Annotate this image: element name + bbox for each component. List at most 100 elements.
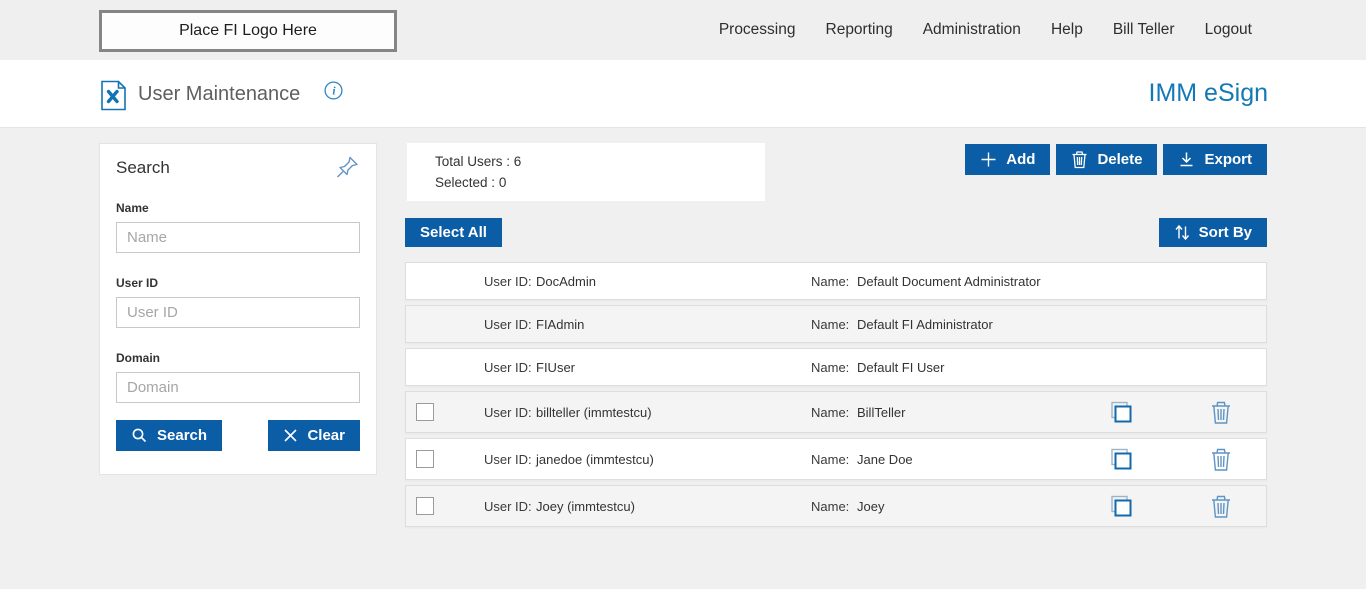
action-buttons: Add Delete xyxy=(965,144,1267,175)
search-buttons-row: Search Clear xyxy=(116,420,360,451)
table-row: User ID: billteller (immtestcu) Name: Bi… xyxy=(405,391,1267,433)
user-id-label: User ID: xyxy=(484,451,532,467)
domain-field-group: Domain xyxy=(116,351,360,403)
copy-user-icon[interactable] xyxy=(1108,400,1133,425)
row-checkbox-cell xyxy=(406,358,484,376)
name-value: Joey xyxy=(857,498,885,514)
trash-icon xyxy=(1071,150,1088,169)
user-id-value: FIUser xyxy=(536,359,575,375)
clear-button-label: Clear xyxy=(307,427,345,444)
user-id-label: User ID: xyxy=(484,316,532,332)
search-button-label: Search xyxy=(157,427,208,444)
user-id-value: janedoe (immtestcu) xyxy=(536,451,654,467)
user-id-label: User ID: xyxy=(484,404,532,420)
add-button-label: Add xyxy=(1006,151,1036,168)
user-id-value: FIAdmin xyxy=(536,316,585,332)
brand-logo-text: IMM eSign xyxy=(1148,79,1268,107)
selected-line: Selected : 0 xyxy=(435,172,765,193)
delete-user-icon[interactable] xyxy=(1210,400,1232,425)
page-header: User Maintenance i IMM eSign xyxy=(0,60,1366,128)
name-value: Default Document Administrator xyxy=(857,273,1041,289)
user-id-value: DocAdmin xyxy=(536,273,596,289)
download-icon xyxy=(1178,151,1195,168)
table-row: User ID: Joey (immtestcu) Name: Joey xyxy=(405,485,1267,527)
name-label: Name: xyxy=(811,273,850,289)
search-button[interactable]: Search xyxy=(116,420,223,451)
plus-icon xyxy=(980,151,997,168)
row-actions xyxy=(1088,400,1266,425)
row-checkbox[interactable] xyxy=(416,450,434,468)
add-button[interactable]: Add xyxy=(965,144,1051,175)
clear-button[interactable]: Clear xyxy=(268,420,360,451)
select-all-label: Select All xyxy=(420,224,487,241)
name-field-label: Name xyxy=(116,201,149,215)
selected-value: 0 xyxy=(498,175,507,190)
copy-user-icon[interactable] xyxy=(1108,447,1133,472)
user-id-label: User ID: xyxy=(484,273,532,289)
row-actions xyxy=(1088,494,1266,519)
name-label: Name: xyxy=(811,316,850,332)
sort-by-label: Sort By xyxy=(1198,224,1252,241)
row-checkbox[interactable] xyxy=(416,497,434,515)
sort-arrows-icon xyxy=(1174,224,1190,241)
clear-x-icon xyxy=(283,428,298,443)
nav-reporting[interactable]: Reporting xyxy=(825,21,893,38)
top-bar: Place FI Logo Here Processing Reporting … xyxy=(0,0,1366,60)
pin-icon[interactable] xyxy=(334,154,360,185)
name-field-group: Name xyxy=(116,201,360,253)
page-title: User Maintenance xyxy=(138,83,301,105)
export-button[interactable]: Export xyxy=(1163,144,1267,175)
name-label: Name: xyxy=(811,404,850,420)
row-checkbox-cell xyxy=(406,497,484,515)
nav-current-user[interactable]: Bill Teller xyxy=(1112,21,1175,38)
nav-processing[interactable]: Processing xyxy=(718,21,796,38)
table-row: User ID: FIAdmin Name: Default FI Admini… xyxy=(405,305,1267,343)
row-actions xyxy=(1088,447,1266,472)
search-panel-title: Search xyxy=(116,158,170,177)
user-maintenance-doc-icon xyxy=(100,80,127,116)
delete-user-icon[interactable] xyxy=(1210,447,1232,472)
content-area: Search Name User ID Domain xyxy=(0,128,1366,589)
total-users-line: Total Users : 6 xyxy=(435,151,765,172)
user-id-input[interactable] xyxy=(116,297,360,328)
nav-help[interactable]: Help xyxy=(1050,21,1083,38)
domain-input[interactable] xyxy=(116,372,360,403)
name-input[interactable] xyxy=(116,222,360,253)
delete-user-icon[interactable] xyxy=(1210,494,1232,519)
fi-logo-text: Place FI Logo Here xyxy=(179,22,317,39)
name-label: Name: xyxy=(811,359,850,375)
summary-box: Total Users : 6 Selected : 0 xyxy=(407,143,765,201)
row-checkbox-cell xyxy=(406,315,484,333)
user-id-label: User ID: xyxy=(484,498,532,514)
total-users-value: 6 xyxy=(513,154,522,169)
list-toolbar: Select All Sort By xyxy=(405,218,1267,247)
user-id-field-label: User ID xyxy=(116,276,159,290)
table-row: User ID: FIUser Name: Default FI User xyxy=(405,348,1267,386)
name-value: Default FI Administrator xyxy=(857,316,993,332)
search-icon xyxy=(131,427,148,444)
search-panel: Search Name User ID Domain xyxy=(99,143,377,475)
user-id-value: Joey (immtestcu) xyxy=(536,498,635,514)
delete-button[interactable]: Delete xyxy=(1056,144,1158,175)
user-list: User ID: DocAdmin Name: Default Document… xyxy=(405,262,1267,532)
name-label: Name: xyxy=(811,451,850,467)
domain-field-label: Domain xyxy=(116,351,161,365)
total-users-label: Total Users : xyxy=(435,154,511,169)
main-nav: Processing Reporting Administration Help… xyxy=(719,0,1366,60)
nav-logout[interactable]: Logout xyxy=(1204,21,1252,38)
fi-logo-placeholder: Place FI Logo Here xyxy=(99,10,397,52)
delete-button-label: Delete xyxy=(1097,151,1143,168)
name-value: Default FI User xyxy=(857,359,945,375)
select-all-button[interactable]: Select All xyxy=(405,218,502,247)
name-value: BillTeller xyxy=(857,404,906,420)
user-id-field-group: User ID xyxy=(116,276,360,328)
row-checkbox-cell xyxy=(406,272,484,290)
row-checkbox-cell xyxy=(406,403,484,421)
user-id-label: User ID: xyxy=(484,359,532,375)
copy-user-icon[interactable] xyxy=(1108,494,1133,519)
nav-administration[interactable]: Administration xyxy=(922,21,1021,38)
info-icon[interactable]: i xyxy=(324,81,343,105)
sort-by-button[interactable]: Sort By xyxy=(1158,218,1267,247)
export-button-label: Export xyxy=(1204,151,1252,168)
row-checkbox[interactable] xyxy=(416,403,434,421)
